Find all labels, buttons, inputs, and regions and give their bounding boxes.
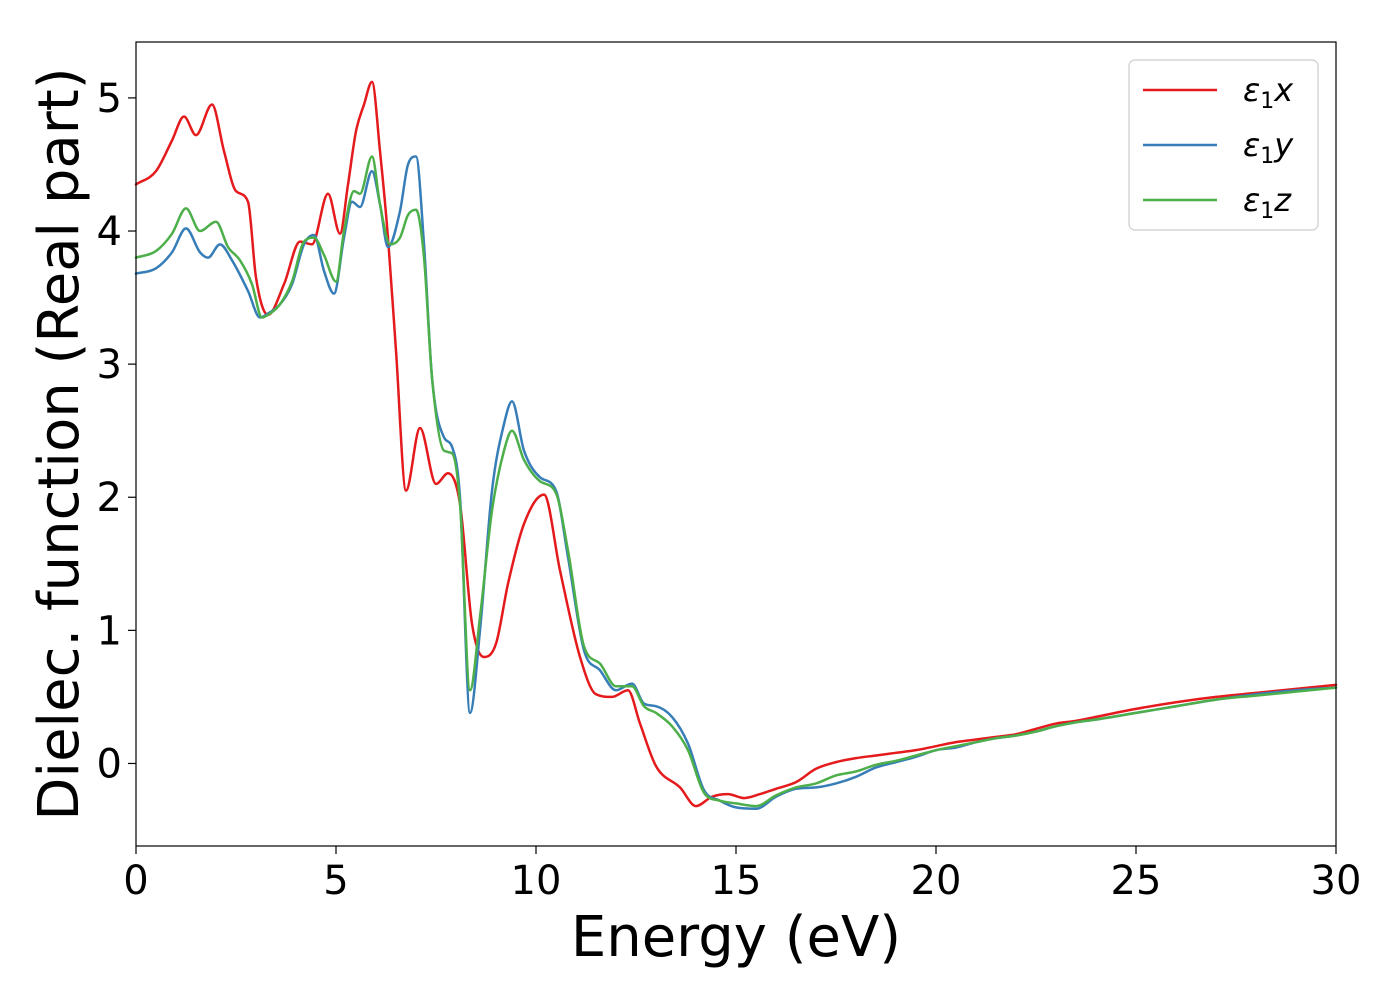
series-layer	[134, 80, 1338, 810]
x-tick-label: 10	[511, 858, 562, 904]
x-tick-label: 0	[123, 858, 148, 904]
y-tick-label: 5	[97, 76, 122, 122]
x-tick-label: 20	[911, 858, 962, 904]
x-axis-label: Energy (eV)	[571, 905, 901, 970]
legend-label-variable: y	[1273, 126, 1294, 164]
legend-label-subscript: 1	[1260, 144, 1274, 169]
legend-label-subscript: 1	[1260, 199, 1274, 224]
series-line-z	[134, 155, 1338, 808]
legend-label: ε1y	[1243, 126, 1294, 169]
legend-label-base: ε	[1243, 181, 1260, 219]
x-tick-label: 15	[711, 858, 762, 904]
y-tick-label: 4	[97, 209, 122, 255]
y-tick-label: 1	[97, 608, 122, 654]
legend-label-base: ε	[1243, 71, 1260, 109]
legend-label-variable: x	[1273, 71, 1294, 109]
x-tick-label: 25	[1111, 858, 1162, 904]
series-line-x	[134, 80, 1338, 808]
legend-item-z: ε1z	[1143, 181, 1292, 224]
legend-label-base: ε	[1243, 126, 1260, 164]
legend-box	[1128, 59, 1319, 231]
y-tick-label: 0	[97, 741, 122, 787]
legend-label: ε1x	[1243, 71, 1294, 114]
legend-label: ε1z	[1243, 181, 1292, 224]
y-tick-label: 3	[97, 342, 122, 388]
y-tick-label: 2	[97, 475, 122, 521]
x-tick-label: 30	[1311, 858, 1362, 904]
legend-item-y: ε1y	[1143, 126, 1294, 169]
legend-label-subscript: 1	[1260, 89, 1274, 114]
y-axis: 0 1 2 3 4 5	[97, 76, 136, 787]
legend-item-x: ε1x	[1143, 71, 1294, 114]
y-axis-label: Dielec. function (Real part)	[27, 67, 92, 820]
x-axis: 0 5 10 15 20 25 30	[123, 846, 1361, 904]
x-tick-label: 5	[323, 858, 348, 904]
legend-label-variable: z	[1273, 181, 1292, 219]
